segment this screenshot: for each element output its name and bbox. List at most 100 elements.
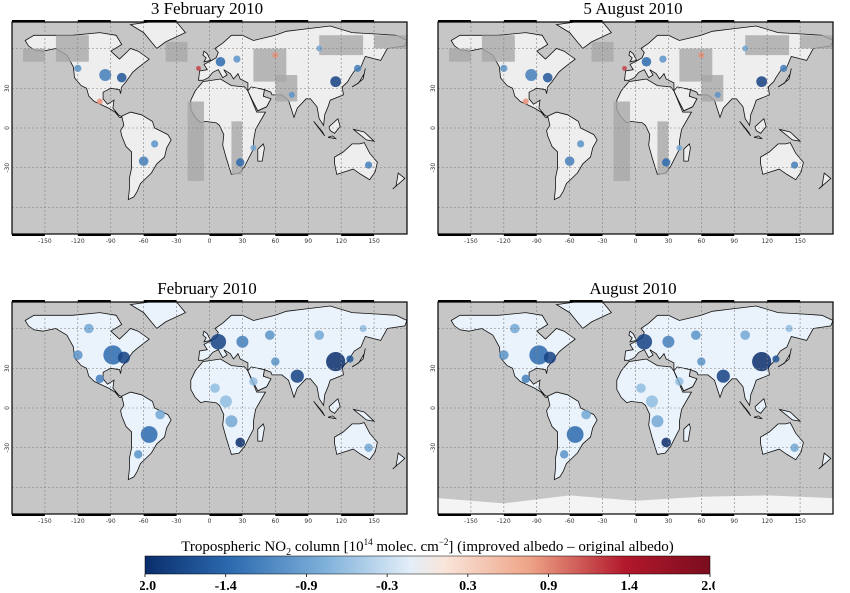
no2-hotspot	[785, 324, 793, 333]
border-tick	[209, 514, 243, 516]
no2-hotspot	[290, 369, 304, 383]
no2-hotspot	[780, 64, 788, 72]
x-tick-label: 90	[304, 518, 312, 525]
missing-data-region	[374, 35, 407, 49]
y-tick-label: 0	[430, 406, 437, 410]
land-greenland	[555, 302, 613, 330]
land-madagascar	[257, 423, 265, 442]
border-tick	[569, 300, 603, 302]
x-tick-label: 0	[634, 518, 638, 525]
y-tick-label: -30	[4, 443, 11, 453]
land-madagascar	[683, 143, 691, 162]
x-tick-label: -120	[497, 238, 511, 245]
land-antarctica-strip	[12, 215, 407, 234]
no2-hotspot	[790, 161, 799, 169]
land-new-zealand	[392, 452, 406, 470]
border-tick	[635, 20, 669, 22]
no2-hotspot	[636, 333, 653, 350]
x-tick-label: 30	[239, 518, 247, 525]
no2-hotspot	[96, 98, 103, 105]
no2-hotspot	[74, 64, 82, 72]
no2-hotspot	[225, 415, 238, 428]
border-tick	[12, 514, 45, 516]
no2-hotspot	[661, 437, 672, 448]
border-tick	[209, 234, 243, 236]
land-borneo	[754, 397, 767, 414]
border-tick	[275, 514, 309, 516]
x-tick-label: -30	[598, 238, 608, 245]
no2-hotspot	[236, 335, 249, 348]
no2-hotspot	[740, 330, 751, 340]
x-tick-label: 90	[304, 238, 312, 245]
x-tick-label: -60	[565, 518, 575, 525]
no2-hotspot	[675, 377, 684, 386]
x-tick-label: 30	[665, 518, 673, 525]
no2-hotspot	[151, 140, 159, 148]
no2-hotspot	[364, 161, 373, 169]
no2-hotspot	[249, 377, 258, 386]
map-figure: -150 -120 -90 -60 -30 0 30 60 90 120 150 30 0 -30	[430, 300, 834, 525]
colorbar-tick-label: 1.4	[621, 579, 639, 593]
no2-hotspot	[138, 156, 149, 166]
no2-hotspot	[250, 144, 257, 151]
no2-hotspot	[271, 357, 280, 366]
no2-hotspot	[210, 333, 227, 350]
border-tick	[438, 300, 471, 302]
x-tick-label: 60	[272, 518, 280, 525]
border-tick	[275, 300, 309, 302]
border-tick	[701, 234, 735, 236]
x-tick-label: -150	[464, 238, 478, 245]
panel-title: February 2010	[157, 279, 257, 298]
land-indonesia-1	[739, 121, 752, 137]
no2-hotspot	[215, 56, 226, 67]
x-tick-label: -120	[71, 518, 85, 525]
no2-hotspot	[155, 409, 165, 420]
x-tick-label: 90	[730, 238, 738, 245]
no2-hotspot	[756, 76, 768, 88]
border-tick	[569, 514, 603, 516]
border-tick	[209, 300, 243, 302]
border-tick	[143, 234, 177, 236]
land-greenland	[129, 302, 187, 330]
colorbar-tick-label: -1.4	[215, 579, 237, 593]
x-tick-label: 90	[730, 518, 738, 525]
border-tick	[438, 234, 471, 236]
border-tick	[701, 20, 735, 22]
no2-hotspot	[219, 395, 232, 408]
missing-data-region	[448, 48, 471, 62]
no2-hotspot	[116, 72, 127, 83]
land-arabia-fix	[673, 86, 698, 112]
border-tick	[438, 514, 471, 516]
map-panel-august-2010: August 2010 -150 -120 -90 -60 -30 0 30 60 90 120 1…	[428, 280, 838, 525]
no2-hotspot	[326, 352, 346, 372]
no2-hotspot	[354, 64, 362, 72]
x-tick-label: -90	[106, 518, 116, 525]
land-arabia-fix	[247, 366, 272, 392]
map-panel-5-august-2010: 5 August 2010 -150 -120 -90 -60 -30 0 30 60 90 12…	[428, 0, 838, 245]
no2-hotspot	[651, 415, 664, 428]
land-uk	[202, 50, 212, 63]
colorbar-tick-label: 2.0	[701, 579, 715, 593]
no2-hotspot	[716, 369, 730, 383]
no2-hotspot	[346, 355, 354, 363]
land-greenland	[555, 22, 613, 50]
y-tick-label: 0	[430, 126, 437, 130]
land-new-zealand	[392, 172, 406, 190]
x-tick-label: -150	[464, 518, 478, 525]
no2-hotspot	[543, 351, 556, 364]
no2-hotspot	[659, 55, 667, 63]
land-north-america	[450, 32, 576, 118]
map-figure: -150 -120 -90 -60 -30 0 30 60 90 120 150 30 0 -30	[4, 300, 408, 525]
no2-hotspot	[559, 450, 569, 459]
no2-hotspot	[742, 45, 749, 52]
border-tick	[635, 300, 669, 302]
missing-data-region	[613, 101, 631, 181]
no2-hotspot	[691, 330, 701, 340]
border-tick	[701, 514, 735, 516]
land-new-zealand	[818, 172, 832, 190]
no2-hotspot	[542, 72, 553, 83]
border-tick	[77, 300, 111, 302]
land-new-guinea	[778, 128, 802, 142]
x-tick-label: 120	[761, 518, 773, 525]
border-tick	[767, 20, 801, 22]
